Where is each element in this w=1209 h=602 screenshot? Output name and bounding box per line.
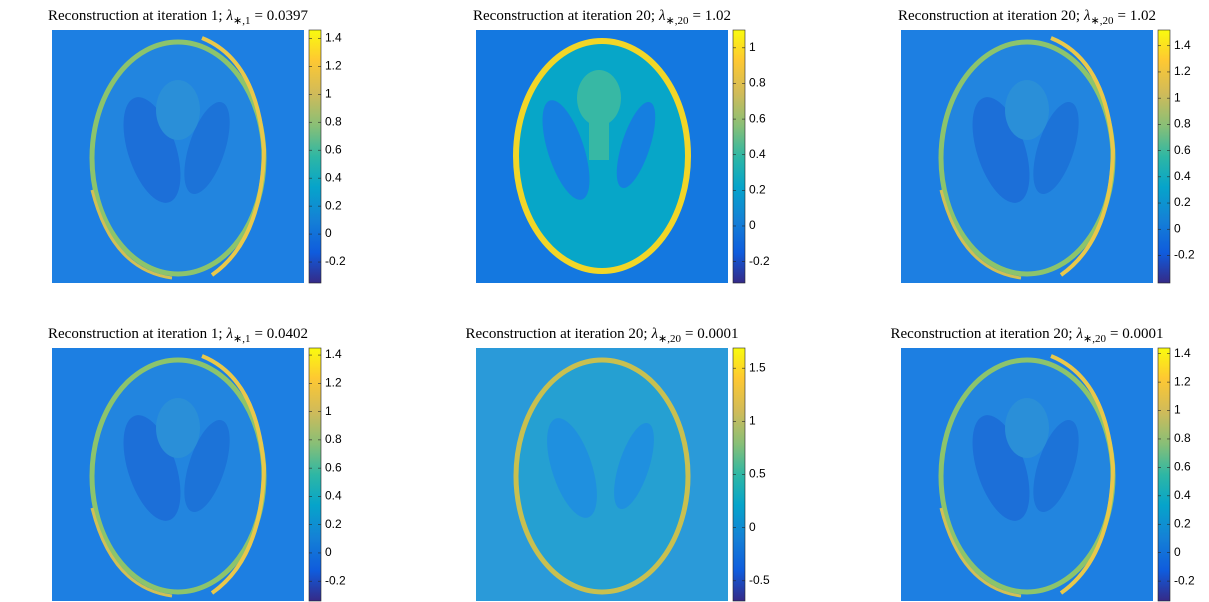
colorbar-tick-label: 1 <box>749 414 756 428</box>
colorbar-tick-label: 0.6 <box>325 460 342 474</box>
title-symbol: λ <box>226 326 234 342</box>
colorbar-tick-label: 1.4 <box>1174 346 1191 360</box>
image <box>901 348 1153 601</box>
colorbar-tick-label: 0.8 <box>1174 117 1191 131</box>
colorbar-tick-label: 1.5 <box>749 360 766 374</box>
title-rhs: = 0.0001 <box>685 326 738 342</box>
colorbar-tick-label: 0 <box>1174 221 1181 235</box>
colorbar <box>308 347 322 602</box>
colorbar-tick-label: 0.4 <box>1174 169 1191 183</box>
colorbar-tick-label: 0.8 <box>1174 431 1191 445</box>
title-text: Reconstruction at iteration 1; <box>48 326 223 342</box>
colorbar-tick-label: -0.5 <box>749 573 770 587</box>
colorbar <box>1157 347 1171 602</box>
title-text: Reconstruction at iteration 20; <box>891 326 1073 342</box>
colorbar-tick-label: -0.2 <box>325 254 346 268</box>
colorbar-tick-label: 1 <box>325 86 332 100</box>
title-text: Reconstruction at iteration 20; <box>473 8 655 24</box>
colorbar-tick-label: 0.6 <box>1174 143 1191 157</box>
title-text: Reconstruction at iteration 1; <box>48 8 223 24</box>
title-subscript: ∗,20 <box>658 333 681 345</box>
colorbar-tick-label: -0.2 <box>1174 248 1195 262</box>
colorbar-tick-label: 1 <box>1174 90 1181 104</box>
colorbar-tick-label: -0.2 <box>749 254 770 268</box>
colorbar-tick-label: 0.2 <box>1174 195 1191 209</box>
title-rhs: = 1.02 <box>1118 8 1156 24</box>
image <box>476 30 728 283</box>
title-symbol: λ <box>1076 326 1084 342</box>
colorbar-tick-label: -0.2 <box>1174 573 1195 587</box>
image <box>476 348 728 601</box>
colorbar-tick-label: 0.6 <box>325 142 342 156</box>
colorbar-tick-label: 1.2 <box>1174 64 1191 78</box>
colorbar-tick-label: 0.2 <box>325 517 342 531</box>
panel-title: Reconstruction at iteration 20; λ∗,20 = 1.… <box>898 8 1156 27</box>
colorbar-tick-label: 1.4 <box>325 31 342 45</box>
colorbar <box>732 29 746 284</box>
colorbar-tick-label: 0.6 <box>749 111 766 125</box>
title-subscript: ∗,20 <box>1083 333 1106 345</box>
colorbar-tick-label: 1 <box>749 40 756 54</box>
image <box>52 30 304 283</box>
colorbar-tick-label: 0.8 <box>325 432 342 446</box>
colorbar-tick-label: 0.4 <box>325 489 342 503</box>
panel-title: Reconstruction at iteration 20; λ∗,20 = 0.… <box>466 326 739 345</box>
colorbar-tick-label: 0 <box>749 520 756 534</box>
title-rhs: = 1.02 <box>693 8 731 24</box>
colorbar-tick-label: 0.8 <box>325 114 342 128</box>
title-subscript: ∗,20 <box>1091 15 1114 27</box>
colorbar <box>1157 29 1171 284</box>
colorbar <box>308 29 322 284</box>
title-subscript: ∗,1 <box>233 15 250 27</box>
title-rhs: = 0.0001 <box>1110 326 1163 342</box>
colorbar-tick-label: 0.4 <box>749 147 766 161</box>
colorbar-tick-label: 1.2 <box>1174 374 1191 388</box>
colorbar-tick-label: 0.6 <box>1174 460 1191 474</box>
title-symbol: λ <box>226 8 234 24</box>
title-symbol: λ <box>651 326 659 342</box>
colorbar-tick-label: 1.4 <box>325 347 342 361</box>
panel-title: Reconstruction at iteration 1; λ∗,1 = 0.03… <box>48 8 308 27</box>
panel-title: Reconstruction at iteration 20; λ∗,20 = 1.… <box>473 8 731 27</box>
colorbar-tick-label: 0 <box>325 545 332 559</box>
panel-title: Reconstruction at iteration 1; λ∗,1 = 0.04… <box>48 326 308 345</box>
image <box>901 30 1153 283</box>
colorbar-tick-label: 0 <box>749 218 756 232</box>
colorbar-tick-label: 0.5 <box>749 467 766 481</box>
panel-images <box>52 30 1153 601</box>
colorbar-tick-label: -0.2 <box>325 573 346 587</box>
title-rhs: = 0.0402 <box>255 326 308 342</box>
title-rhs: = 0.0397 <box>255 8 309 24</box>
panel-title: Reconstruction at iteration 20; λ∗,20 = 0.… <box>891 326 1164 345</box>
colorbar-tick-label: 1 <box>1174 403 1181 417</box>
image <box>52 348 304 601</box>
colorbar-tick-label: 0.2 <box>749 183 766 197</box>
title-symbol: λ <box>658 8 666 24</box>
colorbar-tick-label: 0.4 <box>325 170 342 184</box>
title-symbol: λ <box>1083 8 1091 24</box>
title-subscript: ∗,20 <box>666 15 689 27</box>
title-text: Reconstruction at iteration 20; <box>898 8 1080 24</box>
colorbar-tick-label: 1 <box>325 404 332 418</box>
title-text: Reconstruction at iteration 20; <box>466 326 648 342</box>
title-subscript: ∗,1 <box>233 333 250 345</box>
colorbar-tick-label: 0.2 <box>1174 516 1191 530</box>
colorbar-tick-label: 1.2 <box>325 59 342 73</box>
colorbar-tick-label: 0.2 <box>325 198 342 212</box>
colorbar-tick-label: 0.4 <box>1174 488 1191 502</box>
colorbar-tick-label: 0.8 <box>749 76 766 90</box>
colorbar-tick-label: 1.4 <box>1174 38 1191 52</box>
colorbar-tick-label: 0 <box>325 226 332 240</box>
colorbar-tick-label: 0 <box>1174 545 1181 559</box>
colorbar-tick-label: 1.2 <box>325 376 342 390</box>
